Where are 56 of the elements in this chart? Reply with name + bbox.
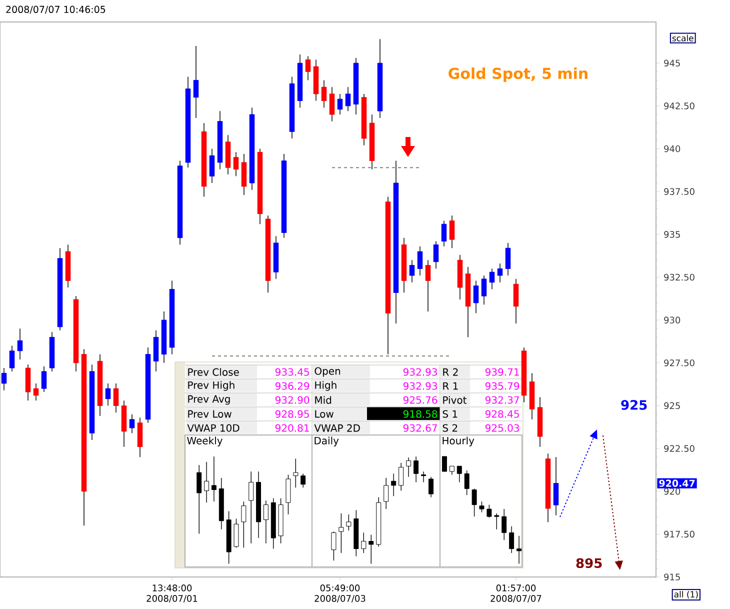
- y-tick-label: 937.50: [664, 188, 694, 195]
- annotation: Mid: [315, 396, 332, 404]
- y-tick-label: 940: [664, 145, 680, 152]
- x-tick-label: 13:48:00 2008/07/01: [146, 584, 198, 603]
- annotation: 935.79: [485, 382, 520, 390]
- text: 2008/07/07 10:46:05: [6, 6, 106, 14]
- annotation: 933.45: [275, 368, 309, 376]
- annotation: 928.95: [275, 410, 309, 418]
- annotation: VWAP 2D: [314, 424, 360, 432]
- annotation: Prev Low: [188, 410, 232, 418]
- y-tick-label: 922.50: [664, 445, 694, 452]
- y-tick-label: 927.50: [664, 359, 694, 366]
- annotation: 932.93: [403, 382, 437, 390]
- y-tick-label: 917.50: [664, 530, 694, 538]
- annotation: 928.45: [485, 410, 519, 418]
- annotation: S 2: [442, 424, 458, 432]
- annotation: Prev Avg: [188, 395, 230, 405]
- y-tick-label: 920: [664, 488, 680, 495]
- annotation: R 1: [443, 382, 458, 390]
- text: Gold Spot, 5 min: [448, 67, 588, 82]
- y-tick-label: 942.50: [664, 102, 694, 110]
- x-tick-label: 01:57:00 2008/07/07: [490, 584, 542, 603]
- annotation: Open: [314, 367, 340, 377]
- annotation: 932.37: [485, 396, 519, 404]
- y-tick-label: 925: [664, 402, 680, 410]
- annotation: 932.93: [403, 368, 437, 376]
- annotation: 936.29: [275, 382, 310, 390]
- annotation: 925.76: [403, 396, 438, 404]
- annotation: Low: [315, 410, 334, 418]
- annotation: Prev High: [188, 381, 234, 391]
- y-tick-label: 932.50: [664, 274, 694, 281]
- text: 920.47: [659, 480, 695, 487]
- chart-title: Weekly: [187, 436, 223, 446]
- y-tick-label: 945: [664, 60, 680, 66]
- annotation: VWAP 10D: [187, 424, 240, 432]
- annotation: 932.90: [275, 396, 310, 404]
- annotation: High: [315, 381, 336, 391]
- y-tick-label: 930: [664, 316, 680, 324]
- annotation: 895: [576, 558, 602, 568]
- x-tick-label: 05:49:00 2008/07/03: [314, 584, 366, 603]
- annotation: 918.58: [403, 410, 438, 418]
- annotation: S 1: [442, 410, 458, 418]
- annotation: 932.67: [403, 424, 437, 432]
- chart-title: Daily: [314, 436, 339, 446]
- chart-title: Hourly: [442, 436, 474, 446]
- annotation: 920.81: [275, 424, 309, 432]
- annotation: R 2: [443, 368, 458, 376]
- annotation: 939.71: [485, 368, 519, 376]
- y-tick-label: 935: [664, 230, 680, 238]
- y-tick-label: 915: [664, 574, 680, 580]
- text: all (1): [674, 590, 698, 599]
- annotation: 925: [621, 400, 647, 410]
- annotation: Pivot: [443, 396, 467, 404]
- annotation: Prev Close: [188, 368, 239, 376]
- text: scale: [672, 34, 694, 42]
- annotation: 925.03: [485, 424, 519, 432]
